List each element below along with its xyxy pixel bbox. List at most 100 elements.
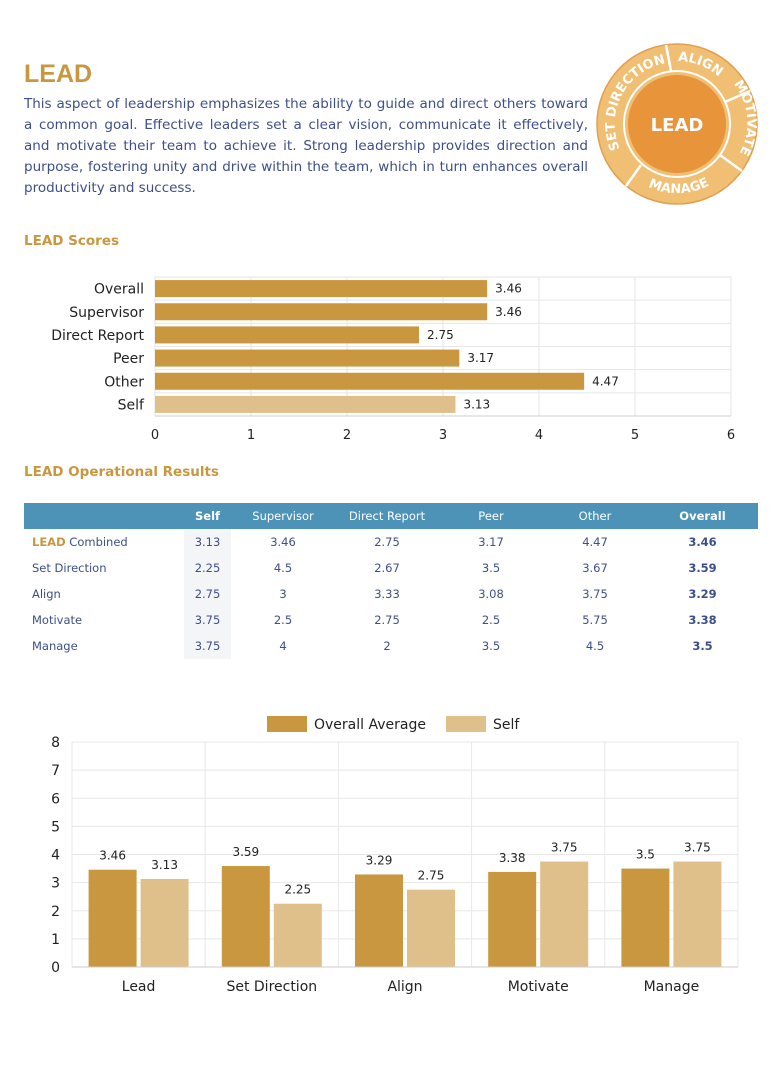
- cell-direct-report: 2: [383, 639, 391, 653]
- bar-motivate-self: [540, 861, 589, 967]
- y-category-label: Overall: [94, 282, 144, 298]
- x-tick-label: 2: [343, 428, 351, 443]
- data-label: 4.47: [592, 374, 619, 388]
- y-tick-label: 0: [51, 960, 60, 976]
- data-label: 3.46: [495, 282, 522, 296]
- y-tick-label: 2: [51, 904, 60, 920]
- data-label: 3.75: [684, 841, 711, 855]
- cell-supervisor: 4.5: [273, 561, 293, 575]
- y-tick-label: 6: [51, 791, 60, 807]
- data-label: 3.38: [499, 851, 526, 865]
- header-cell-self: Self: [184, 503, 231, 529]
- table-header-row: Self Supervisor Direct Report Peer Other…: [24, 503, 758, 529]
- data-label: 3.13: [463, 397, 490, 411]
- y-tick-label: 3: [51, 876, 60, 892]
- data-label: 3.13: [151, 858, 178, 872]
- cell-other: 3.67: [582, 561, 608, 575]
- y-tick-label: 1: [51, 932, 60, 948]
- data-label: 2.75: [418, 869, 445, 883]
- wheel-divider: [719, 153, 743, 173]
- bar-align-self: [407, 889, 455, 967]
- row-label: Motivate: [24, 607, 184, 633]
- wheel-divider: [624, 164, 643, 187]
- x-tick-label: 1: [247, 428, 255, 443]
- y-category-label: Other: [104, 374, 144, 390]
- bar-motivate-overall: [488, 871, 537, 967]
- row-label: Manage: [24, 633, 184, 659]
- cell-other: 5.75: [582, 613, 608, 627]
- data-label: 3.59: [232, 845, 259, 859]
- intro-paragraph: This aspect of leadership emphasizes the…: [24, 96, 588, 196]
- bar-supervisor: [155, 303, 488, 321]
- bar-direct-report: [155, 326, 419, 344]
- x-category-label: Manage: [644, 979, 700, 995]
- x-tick-label: 6: [727, 428, 735, 443]
- x-tick-label: 3: [439, 428, 447, 443]
- cell-self: 2.25: [184, 555, 231, 581]
- cell-supervisor: 4: [279, 639, 287, 653]
- row-label: LEAD Combined: [24, 529, 184, 555]
- legend-swatch: [446, 716, 486, 732]
- row-label-text: Combined: [65, 535, 128, 549]
- bar-align-overall: [355, 874, 403, 967]
- y-category-label: Direct Report: [51, 328, 144, 344]
- cell-overall: 3.29: [688, 587, 717, 601]
- scores-section-title: LEAD Scores: [24, 233, 120, 249]
- page-title: LEAD: [24, 60, 93, 88]
- y-category-label: Self: [118, 397, 145, 413]
- wheel-inner-ring-line: [623, 70, 731, 178]
- data-label: 3.17: [467, 351, 494, 365]
- table-row: Set Direction 2.25 4.5 2.67 3.5 3.67 3.5…: [24, 555, 758, 581]
- row-label: Align: [24, 581, 184, 607]
- cell-direct-report: 2.67: [374, 561, 400, 575]
- cell-supervisor: 3: [279, 587, 287, 601]
- cell-direct-report: 3.33: [374, 587, 400, 601]
- cell-overall: 3.38: [688, 613, 717, 627]
- cell-self: 2.75: [184, 581, 231, 607]
- bar-set-direction-overall: [221, 866, 270, 967]
- data-label: 3.46: [99, 849, 126, 863]
- row-label-text: Set Direction: [32, 561, 107, 575]
- data-label: 3.46: [495, 305, 522, 319]
- cell-peer: 3.08: [478, 587, 504, 601]
- x-category-label: Lead: [122, 979, 156, 995]
- bar-other: [155, 372, 585, 390]
- y-tick-label: 7: [51, 763, 60, 779]
- legend-label: Self: [493, 717, 520, 733]
- header-cell-other: Other: [543, 503, 647, 529]
- y-tick-label: 8: [51, 735, 60, 751]
- header-cell-supervisor: Supervisor: [231, 503, 335, 529]
- y-tick-label: 5: [51, 819, 60, 835]
- cell-peer: 3.5: [481, 639, 501, 653]
- cell-other: 3.75: [582, 587, 608, 601]
- wheel-divider: [664, 44, 673, 72]
- data-label: 3.75: [551, 841, 578, 855]
- cell-self: 3.13: [184, 529, 231, 555]
- cell-overall: 3.59: [688, 561, 717, 575]
- header-cell-direct-report: Direct Report: [335, 503, 439, 529]
- results-table: Self Supervisor Direct Report Peer Other…: [24, 503, 758, 659]
- header-cell-blank: [24, 503, 184, 529]
- wheel-segment-manage: MANAGE: [647, 175, 712, 197]
- cell-overall: 3.5: [692, 639, 713, 653]
- wheel-center: [628, 75, 726, 173]
- legend-swatch: [267, 716, 307, 732]
- cell-overall: 3.46: [688, 535, 717, 549]
- cell-self: 3.75: [184, 607, 231, 633]
- y-category-label: Peer: [113, 351, 144, 367]
- x-tick-label: 4: [535, 428, 543, 443]
- cell-peer: 3.5: [481, 561, 501, 575]
- row-label-accent: LEAD: [32, 535, 66, 549]
- bar-self: [155, 395, 456, 413]
- wheel-center-label: LEAD: [651, 115, 704, 136]
- y-category-label: Supervisor: [69, 305, 144, 321]
- table-row: Align 2.75 3 3.33 3.08 3.75 3.29: [24, 581, 758, 607]
- row-label: Set Direction: [24, 555, 184, 581]
- table-row: LEAD Combined 3.13 3.46 2.75 3.17 4.47 3…: [24, 529, 758, 555]
- x-category-label: Align: [387, 979, 422, 995]
- data-label: 3.29: [366, 853, 393, 867]
- x-tick-label: 0: [151, 428, 159, 443]
- bar-manage-overall: [621, 868, 670, 967]
- cell-supervisor: 3.46: [270, 535, 296, 549]
- y-tick-label: 4: [51, 848, 60, 864]
